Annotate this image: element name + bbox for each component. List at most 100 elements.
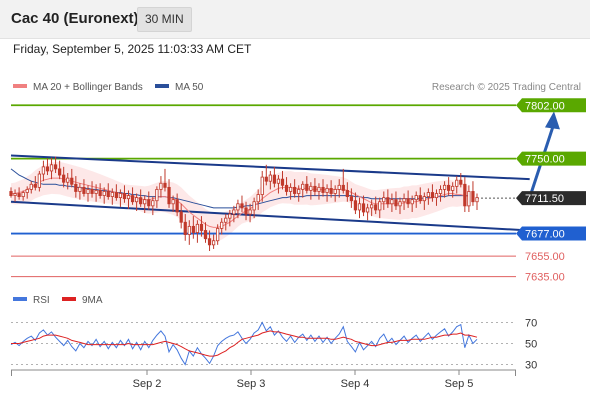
candle-body [260, 176, 264, 195]
candle-body [98, 190, 102, 196]
candle-body [232, 209, 236, 215]
candle-body [414, 195, 418, 201]
candle-body [438, 189, 443, 194]
candle-body [147, 199, 151, 207]
candle-body [13, 193, 17, 196]
candle-body [122, 193, 127, 200]
candle-body [74, 183, 78, 192]
rsi-ma-swatch [62, 297, 76, 301]
x-tick-label: Sep 3 [237, 378, 266, 390]
candle-body [370, 204, 374, 209]
bollinger-band [11, 161, 469, 242]
candle-body [309, 185, 313, 191]
candle-body [195, 223, 200, 233]
price-label-7655.00: 7655.00 [525, 251, 565, 263]
candle-body [475, 197, 479, 203]
candle-body [17, 193, 21, 198]
candle-body [272, 174, 277, 184]
price-tag-label-7750.00: 7750.00 [525, 154, 565, 166]
candle-body [244, 207, 248, 215]
instrument-title: Cac 40 (Euronext) [11, 10, 139, 27]
candle-body [430, 192, 435, 199]
candle-body [118, 193, 123, 199]
channel-upper-line [10, 154, 530, 181]
candle-body [268, 174, 272, 182]
rsi-tick-label: 70 [525, 318, 537, 330]
x-tick-label: Sep 4 [341, 378, 370, 390]
candle-body [329, 187, 333, 194]
candle-body [25, 189, 29, 193]
candle-body [284, 184, 289, 192]
candle-body [459, 179, 463, 185]
interval-button[interactable]: 30 MIN [137, 7, 192, 32]
candle-body [349, 196, 353, 202]
candle-body [236, 203, 240, 211]
candle-body [62, 174, 66, 183]
candle-body [353, 200, 358, 211]
ma50-line [10, 168, 469, 209]
rsi-line [10, 321, 478, 366]
candle-body [264, 176, 268, 182]
candle-body [29, 183, 33, 190]
candle-body [9, 191, 13, 196]
candle-body [467, 191, 471, 207]
candle-body [139, 197, 143, 205]
candle-body [345, 190, 349, 198]
price-label-7635.00: 7635.00 [525, 272, 565, 284]
candle-body [447, 184, 451, 191]
candle-body [321, 186, 325, 193]
candle-body [434, 193, 439, 199]
candle-body [183, 221, 187, 235]
candle-body [163, 182, 167, 188]
ma50-swatch [155, 84, 169, 88]
candle-body [341, 184, 345, 191]
candle-body [305, 183, 309, 191]
candle-body [58, 168, 62, 176]
candle-body [471, 191, 475, 203]
candle-body [455, 179, 459, 187]
price-plot-area: 7802.00 7750.00 7711.50 7677.00 7655.00 7635.… [9, 98, 586, 284]
forecast-arrow-head [544, 111, 560, 130]
candle-body [167, 186, 171, 205]
candle-body [313, 185, 317, 192]
credit-label: Research © 2025 Trading Central [432, 82, 581, 93]
candle-body [325, 187, 329, 193]
rsi-legend-label: RSI [33, 295, 50, 306]
candle-body [293, 186, 297, 194]
ma50-legend-label: MA 50 [175, 82, 204, 93]
candle-body [211, 240, 216, 246]
rsi-ma-line [11, 330, 478, 357]
candle-body [418, 195, 422, 202]
timestamp: Friday, September 5, 2025 11:03:33 AM CE… [13, 42, 252, 56]
candle-body [463, 183, 467, 207]
chart-legend: MA 20 + Bollinger Bands MA 50 Research ©… [13, 82, 581, 93]
x-tick-label: Sep 5 [445, 378, 474, 390]
candle-body [151, 200, 155, 207]
price-tag-7711.50 [516, 191, 586, 206]
candle-body [199, 223, 204, 231]
candle-body [86, 189, 90, 194]
candle-body [280, 178, 285, 186]
candle-body [394, 199, 398, 207]
candle-body [252, 201, 256, 211]
candle-body [410, 199, 414, 205]
rsi-legend: RSI 9MA [13, 295, 103, 306]
candle-body [45, 166, 50, 172]
rsi-ma-legend-label: 9MA [82, 295, 103, 306]
candle-body [102, 191, 106, 196]
candle-body [365, 207, 370, 213]
candle-body [171, 199, 175, 205]
candle-body [220, 221, 224, 229]
candle-body [159, 182, 163, 190]
candle-body [337, 184, 341, 190]
candle-body [406, 198, 410, 205]
candle-body [41, 166, 46, 175]
candle-body [126, 195, 131, 200]
candle-body [203, 230, 208, 240]
price-tag-label-7677.00: 7677.00 [525, 229, 565, 241]
candle-body [442, 184, 447, 190]
price-tag-label-7711.50: 7711.50 [525, 193, 564, 205]
candle-body [179, 211, 183, 223]
ma20-swatch [13, 84, 27, 88]
candle-body [276, 178, 281, 184]
